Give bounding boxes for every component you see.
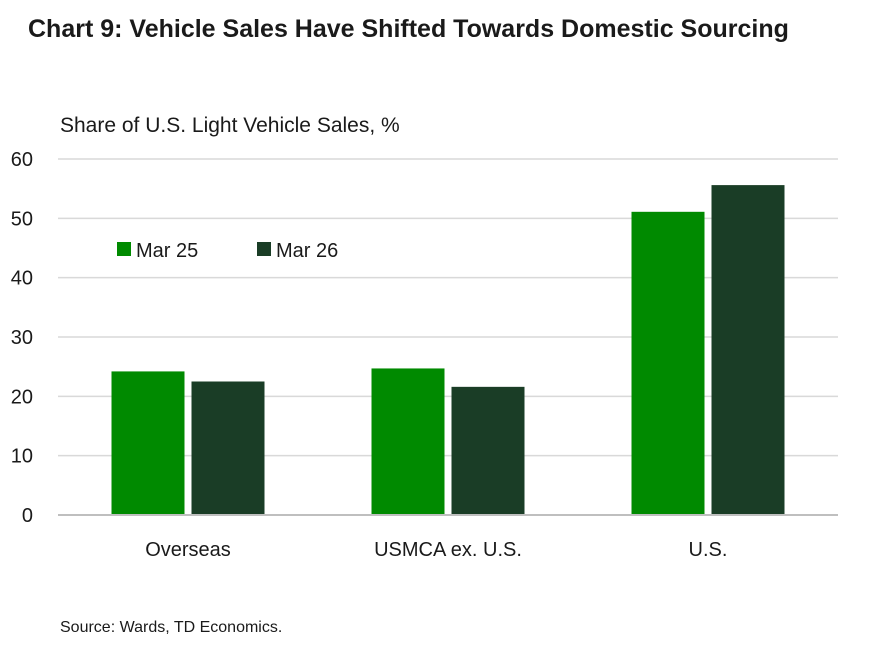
y-tick-label: 50: [11, 208, 33, 230]
bar: [711, 185, 785, 515]
bar-chart: 0 10 20 30 40 50 60 Overseas USMCA ex. U.S. U.S.…: [11, 149, 838, 561]
bars: [58, 185, 838, 516]
legend: Mar 25 Mar 26: [117, 240, 338, 262]
x-category-label: USMCA ex. U.S.: [374, 539, 522, 561]
bar: [631, 211, 705, 515]
legend-swatch: [117, 242, 131, 256]
legend-label: Mar 26: [276, 240, 338, 262]
y-tick-label: 40: [11, 268, 33, 290]
legend-label: Mar 25: [136, 240, 198, 262]
y-tick-label: 0: [22, 505, 33, 527]
x-category-label: Overseas: [145, 539, 231, 561]
chart-title: Chart 9: Vehicle Sales Have Shifted Towa…: [28, 15, 789, 43]
source-note: Source: Wards, TD Economics.: [60, 619, 283, 636]
chart-subtitle: Share of U.S. Light Vehicle Sales, %: [60, 114, 400, 137]
y-tick-label: 20: [11, 386, 33, 408]
bar: [191, 381, 265, 515]
y-tick-label: 30: [11, 327, 33, 349]
bar: [111, 371, 185, 515]
x-axis-categories: Overseas USMCA ex. U.S. U.S.: [145, 539, 727, 561]
bar: [451, 386, 525, 515]
bar: [371, 368, 445, 515]
x-category-label: U.S.: [689, 539, 728, 561]
legend-swatch: [257, 242, 271, 256]
y-axis-ticks: 0 10 20 30 40 50 60: [11, 149, 33, 527]
y-tick-label: 10: [11, 446, 33, 468]
y-tick-label: 60: [11, 149, 33, 171]
